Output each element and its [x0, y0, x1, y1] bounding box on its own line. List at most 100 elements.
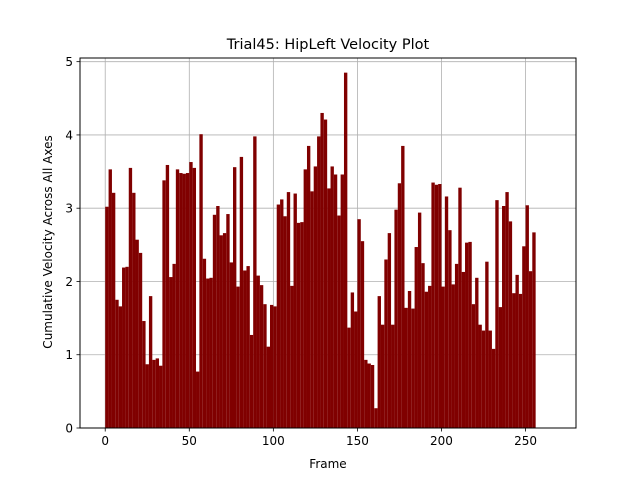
- bar: [280, 199, 284, 428]
- bar: [290, 285, 294, 428]
- bar: [488, 330, 492, 428]
- bar: [276, 204, 281, 428]
- y-tick-label: 3: [65, 202, 73, 216]
- bar: [502, 206, 506, 428]
- bar: [306, 145, 311, 429]
- bar: [505, 192, 509, 428]
- bar: [122, 267, 126, 428]
- bar: [333, 174, 338, 428]
- bar: [212, 214, 217, 428]
- bar: [411, 308, 415, 428]
- bar: [172, 263, 176, 428]
- chart-title: Trial45: HipLeft Velocity Plot: [226, 37, 430, 53]
- bar: [249, 334, 254, 428]
- bar: [485, 261, 489, 428]
- bar: [273, 306, 277, 428]
- bar: [475, 277, 479, 428]
- bar: [481, 330, 486, 428]
- bar: [522, 246, 526, 428]
- bar: [441, 286, 445, 428]
- bar: [286, 192, 291, 428]
- bar: [340, 174, 344, 428]
- bars: [105, 72, 536, 429]
- bar: [347, 327, 351, 428]
- bar: [283, 216, 287, 428]
- bar: [532, 232, 536, 428]
- x-tick-label: 150: [346, 434, 369, 448]
- bar: [229, 262, 234, 428]
- bar: [209, 277, 213, 428]
- bar: [125, 266, 129, 428]
- bar: [360, 241, 365, 428]
- bar: [128, 167, 133, 428]
- x-tick-label: 200: [430, 434, 453, 448]
- bar: [179, 173, 183, 428]
- bar: [528, 271, 533, 428]
- bar: [148, 296, 153, 428]
- bar: [202, 258, 207, 428]
- bar: [444, 196, 449, 428]
- bar: [256, 275, 260, 428]
- bar: [219, 235, 223, 428]
- y-tick-label: 5: [65, 55, 73, 69]
- bar: [367, 363, 371, 428]
- bar: [266, 346, 270, 428]
- bar: [438, 184, 442, 428]
- bar: [313, 166, 318, 428]
- bar: [404, 307, 408, 428]
- bar: [458, 187, 462, 428]
- bar: [115, 299, 119, 428]
- y-tick-label: 0: [65, 422, 73, 436]
- bar: [428, 285, 432, 428]
- bar: [417, 212, 422, 428]
- bar: [226, 214, 230, 428]
- bar: [189, 162, 193, 428]
- bar: [525, 205, 529, 428]
- bar: [236, 286, 240, 428]
- bar: [105, 206, 109, 428]
- bar: [185, 173, 190, 428]
- bar: [370, 364, 375, 428]
- bar: [448, 230, 452, 428]
- bar: [269, 304, 274, 428]
- x-axis-label: Frame: [309, 457, 346, 471]
- y-axis-label: Cumulative Velocity Across All Axes: [41, 135, 55, 348]
- x-axis-ticks: 0 50 100 150 200 250: [101, 428, 537, 448]
- bar: [327, 188, 331, 428]
- bar: [142, 321, 146, 428]
- bar: [401, 145, 405, 429]
- bar: [206, 278, 210, 428]
- bar: [233, 167, 237, 428]
- bar: [374, 408, 378, 428]
- x-tick-label: 0: [101, 434, 109, 448]
- bar: [515, 274, 519, 428]
- bar: [468, 241, 472, 428]
- bar: [320, 112, 324, 428]
- bar: [135, 239, 139, 428]
- bar: [424, 291, 429, 428]
- bar: [132, 192, 136, 428]
- bar: [108, 169, 112, 428]
- bar: [192, 167, 197, 428]
- y-tick-label: 1: [65, 348, 73, 362]
- bar: [222, 233, 227, 428]
- bar: [407, 290, 412, 428]
- bar: [216, 206, 220, 428]
- bar: [175, 169, 180, 428]
- bar: [384, 259, 388, 428]
- bar: [182, 173, 186, 428]
- bar: [199, 134, 203, 429]
- bar: [508, 221, 513, 428]
- bar: [471, 304, 476, 428]
- x-tick-label: 250: [514, 434, 537, 448]
- bar: [491, 348, 496, 428]
- bar: [498, 307, 503, 428]
- bar: [152, 359, 156, 428]
- bar: [263, 304, 267, 428]
- bar: [118, 306, 123, 428]
- bar: [465, 242, 469, 428]
- bar: [451, 284, 455, 428]
- bar: [169, 277, 173, 428]
- bar: [461, 271, 466, 428]
